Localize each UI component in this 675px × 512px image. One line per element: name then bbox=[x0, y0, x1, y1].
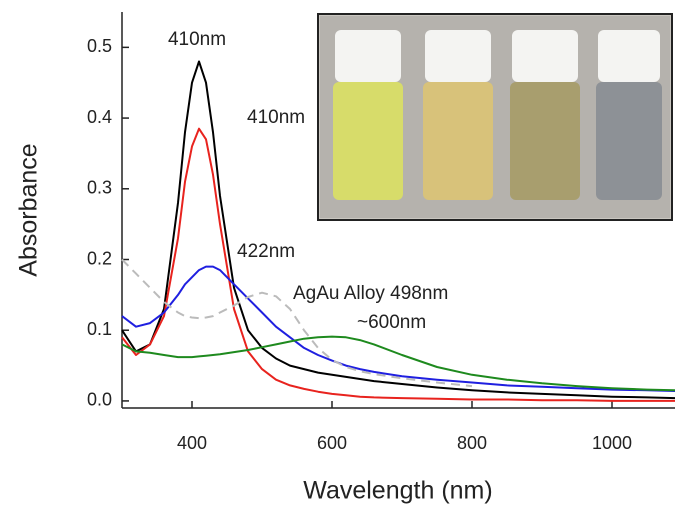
annotation: 422nm bbox=[237, 241, 295, 262]
x-tick-label: 400 bbox=[177, 433, 207, 453]
x-tick-label: 600 bbox=[317, 433, 347, 453]
vial-cap bbox=[512, 30, 578, 82]
vial-body bbox=[333, 82, 403, 200]
inset-photo bbox=[317, 13, 673, 221]
vial-body bbox=[510, 82, 580, 200]
vial bbox=[423, 30, 493, 200]
annotation: 410nm bbox=[247, 107, 305, 128]
series-line bbox=[121, 60, 675, 400]
y-tick-label: 0.5 bbox=[87, 36, 112, 56]
vial-cap bbox=[335, 30, 401, 82]
series-line bbox=[121, 265, 675, 392]
vial bbox=[510, 30, 580, 200]
vial-body bbox=[596, 82, 662, 200]
y-axis-title: Absorbance bbox=[15, 143, 43, 276]
x-tick-label: 800 bbox=[457, 433, 487, 453]
annotation: 410nm bbox=[168, 29, 226, 50]
y-tick-label: 0.4 bbox=[87, 107, 112, 127]
y-tick-label: 0.0 bbox=[87, 390, 112, 410]
series-line bbox=[121, 127, 675, 402]
y-tick-label: 0.1 bbox=[87, 319, 112, 339]
series-line bbox=[121, 335, 675, 392]
vial-cap bbox=[425, 30, 491, 82]
annotation: AgAu Alloy 498nm bbox=[293, 283, 448, 304]
vial-body bbox=[423, 82, 493, 200]
vial-cap bbox=[598, 30, 660, 82]
y-tick-label: 0.2 bbox=[87, 248, 112, 268]
x-axis-title: Wavelength (nm) bbox=[303, 477, 492, 505]
y-tick-label: 0.3 bbox=[87, 178, 112, 198]
series-line bbox=[121, 258, 473, 388]
annotation: ~600nm bbox=[357, 312, 426, 333]
x-tick-label: 1000 bbox=[592, 433, 632, 453]
vial bbox=[333, 30, 403, 200]
vial bbox=[596, 30, 662, 200]
